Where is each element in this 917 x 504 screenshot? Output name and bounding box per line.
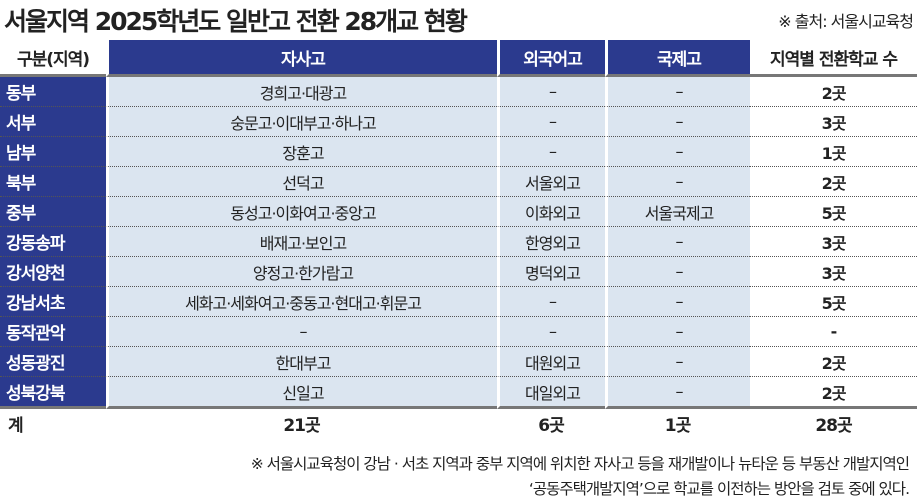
total-count-cell: 28곳 <box>815 415 852 436</box>
international-cell: 서울국제고 <box>605 197 750 227</box>
count-cell: 2곳 <box>750 77 917 107</box>
footnote: ※ 서울시교육청이 강남 · 서초 지역과 중부 지역에 위치한 자사고 등을 … <box>250 452 910 502</box>
foreign-language-cell: – <box>497 77 605 107</box>
school-table: 구분(지역) 자사고 외국어고 국제고 지역별 전환학교 수 동부 경희고·대광고… <box>0 40 917 437</box>
table-row: 강동송파 배재고·보인고 한영외고 –3곳 <box>0 227 917 257</box>
foreign-language-cell: 대일외고 <box>497 377 605 409</box>
foreign-language-cell: 명덕외고 <box>497 257 605 287</box>
region-cell: 동작관악 <box>0 317 106 347</box>
autonomous-cell: 세화고·세화여고·중동고·현대고·휘문고 <box>106 287 497 317</box>
footnote-line: ‘공동주택개발지역’으로 학교를 이전하는 방안을 검토 중에 있다. <box>528 480 910 498</box>
autonomous-cell: 신일고 <box>106 377 497 409</box>
count-cell: - <box>750 317 917 347</box>
international-cell: – <box>605 287 750 317</box>
count-cell: 5곳 <box>750 287 917 317</box>
autonomous-cell: 경희고·대광고 <box>106 77 497 107</box>
autonomous-cell: 선덕고 <box>106 167 497 197</box>
foreign-language-cell: 한영외고 <box>497 227 605 257</box>
international-cell: – <box>605 167 750 197</box>
foreign-language-cell: – <box>497 107 605 137</box>
region-cell: 성북강북 <box>0 377 106 409</box>
count-cell: 1곳 <box>750 137 917 167</box>
international-cell: – <box>605 107 750 137</box>
header-count: 지역별 전환학교 수 <box>750 40 917 77</box>
autonomous-cell: 양정고·한가람고 <box>106 257 497 287</box>
total-international-cell: 1곳 <box>664 415 691 436</box>
region-cell: 강동송파 <box>0 227 106 257</box>
autonomous-cell: 배재고·보인고 <box>106 227 497 257</box>
autonomous-cell: 동성고·이화여고·중앙고 <box>106 197 497 227</box>
header-region: 구분(지역) <box>0 40 106 77</box>
table-row: 성북강북 신일고 대일외고 –2곳 <box>0 377 917 409</box>
international-cell: – <box>605 137 750 167</box>
autonomous-cell: 한대부고 <box>106 347 497 377</box>
region-cell: 강남서초 <box>0 287 106 317</box>
foreign-language-cell: – <box>497 287 605 317</box>
source-label: ※ 출처: 서울시교육청 <box>778 12 914 31</box>
table-row: 동작관악 – – – - <box>0 317 917 347</box>
foreign-language-cell: 서울외고 <box>497 167 605 197</box>
total-row: 계 21곳 6곳 1곳 28곳 <box>0 409 917 437</box>
region-cell: 서부 <box>0 107 106 137</box>
table-row: 강남서초 세화고·세화여고·중동고·현대고·휘문고 – –5곳 <box>0 287 917 317</box>
international-cell: – <box>605 257 750 287</box>
count-cell: 2곳 <box>750 167 917 197</box>
region-cell: 성동광진 <box>0 347 106 377</box>
foreign-language-cell: 대원외고 <box>497 347 605 377</box>
total-foreign-language-cell: 6곳 <box>538 415 564 436</box>
table-row: 북부 선덕고 서울외고 –2곳 <box>0 167 917 197</box>
table-row: 성동광진 한대부고 대원외고 –2곳 <box>0 347 917 377</box>
table-row: 서부 숭문고·이대부고·하나고 – –3곳 <box>0 107 917 137</box>
header-international: 국제고 <box>605 40 750 77</box>
table-row: 동부 경희고·대광고 – –2곳 <box>0 77 917 107</box>
total-region-cell: 계 <box>8 415 24 436</box>
table-row: 중부 동성고·이화여고·중앙고 이화외고 서울국제고 5곳 <box>0 197 917 227</box>
international-cell: – <box>605 77 750 107</box>
autonomous-cell: 숭문고·이대부고·하나고 <box>106 107 497 137</box>
count-cell: 3곳 <box>750 107 917 137</box>
count-cell: 2곳 <box>750 377 917 409</box>
international-cell: – <box>605 377 750 409</box>
table-row: 남부 장훈고 – –1곳 <box>0 137 917 167</box>
page-title: 서울지역 2025학년도 일반고 전환 28개교 현황 <box>4 7 468 36</box>
international-cell: – <box>605 317 750 347</box>
region-cell: 중부 <box>0 197 106 227</box>
count-cell: 3곳 <box>750 227 917 257</box>
foreign-language-cell: – <box>497 317 605 347</box>
count-cell: 5곳 <box>750 197 917 227</box>
total-autonomous-cell: 21곳 <box>283 415 320 436</box>
international-cell: – <box>605 227 750 257</box>
international-cell: – <box>605 347 750 377</box>
foreign-language-cell: 이화외고 <box>497 197 605 227</box>
region-cell: 남부 <box>0 137 106 167</box>
region-cell: 강서양천 <box>0 257 106 287</box>
region-cell: 북부 <box>0 167 106 197</box>
foreign-language-cell: – <box>497 137 605 167</box>
header-foreign-language: 외국어고 <box>497 40 605 77</box>
autonomous-cell: – <box>106 317 497 347</box>
region-cell: 동부 <box>0 77 106 107</box>
count-cell: 3곳 <box>750 257 917 287</box>
footnote-line: ※ 서울시교육청이 강남 · 서초 지역과 중부 지역에 위치한 자사고 등을 … <box>250 455 910 473</box>
table-row: 강서양천 양정고·한가람고 명덕외고 –3곳 <box>0 257 917 287</box>
autonomous-cell: 장훈고 <box>106 137 497 167</box>
header-row: 구분(지역) 자사고 외국어고 국제고 지역별 전환학교 수 <box>0 40 917 77</box>
count-cell: 2곳 <box>750 347 917 377</box>
header-autonomous: 자사고 <box>106 40 497 77</box>
